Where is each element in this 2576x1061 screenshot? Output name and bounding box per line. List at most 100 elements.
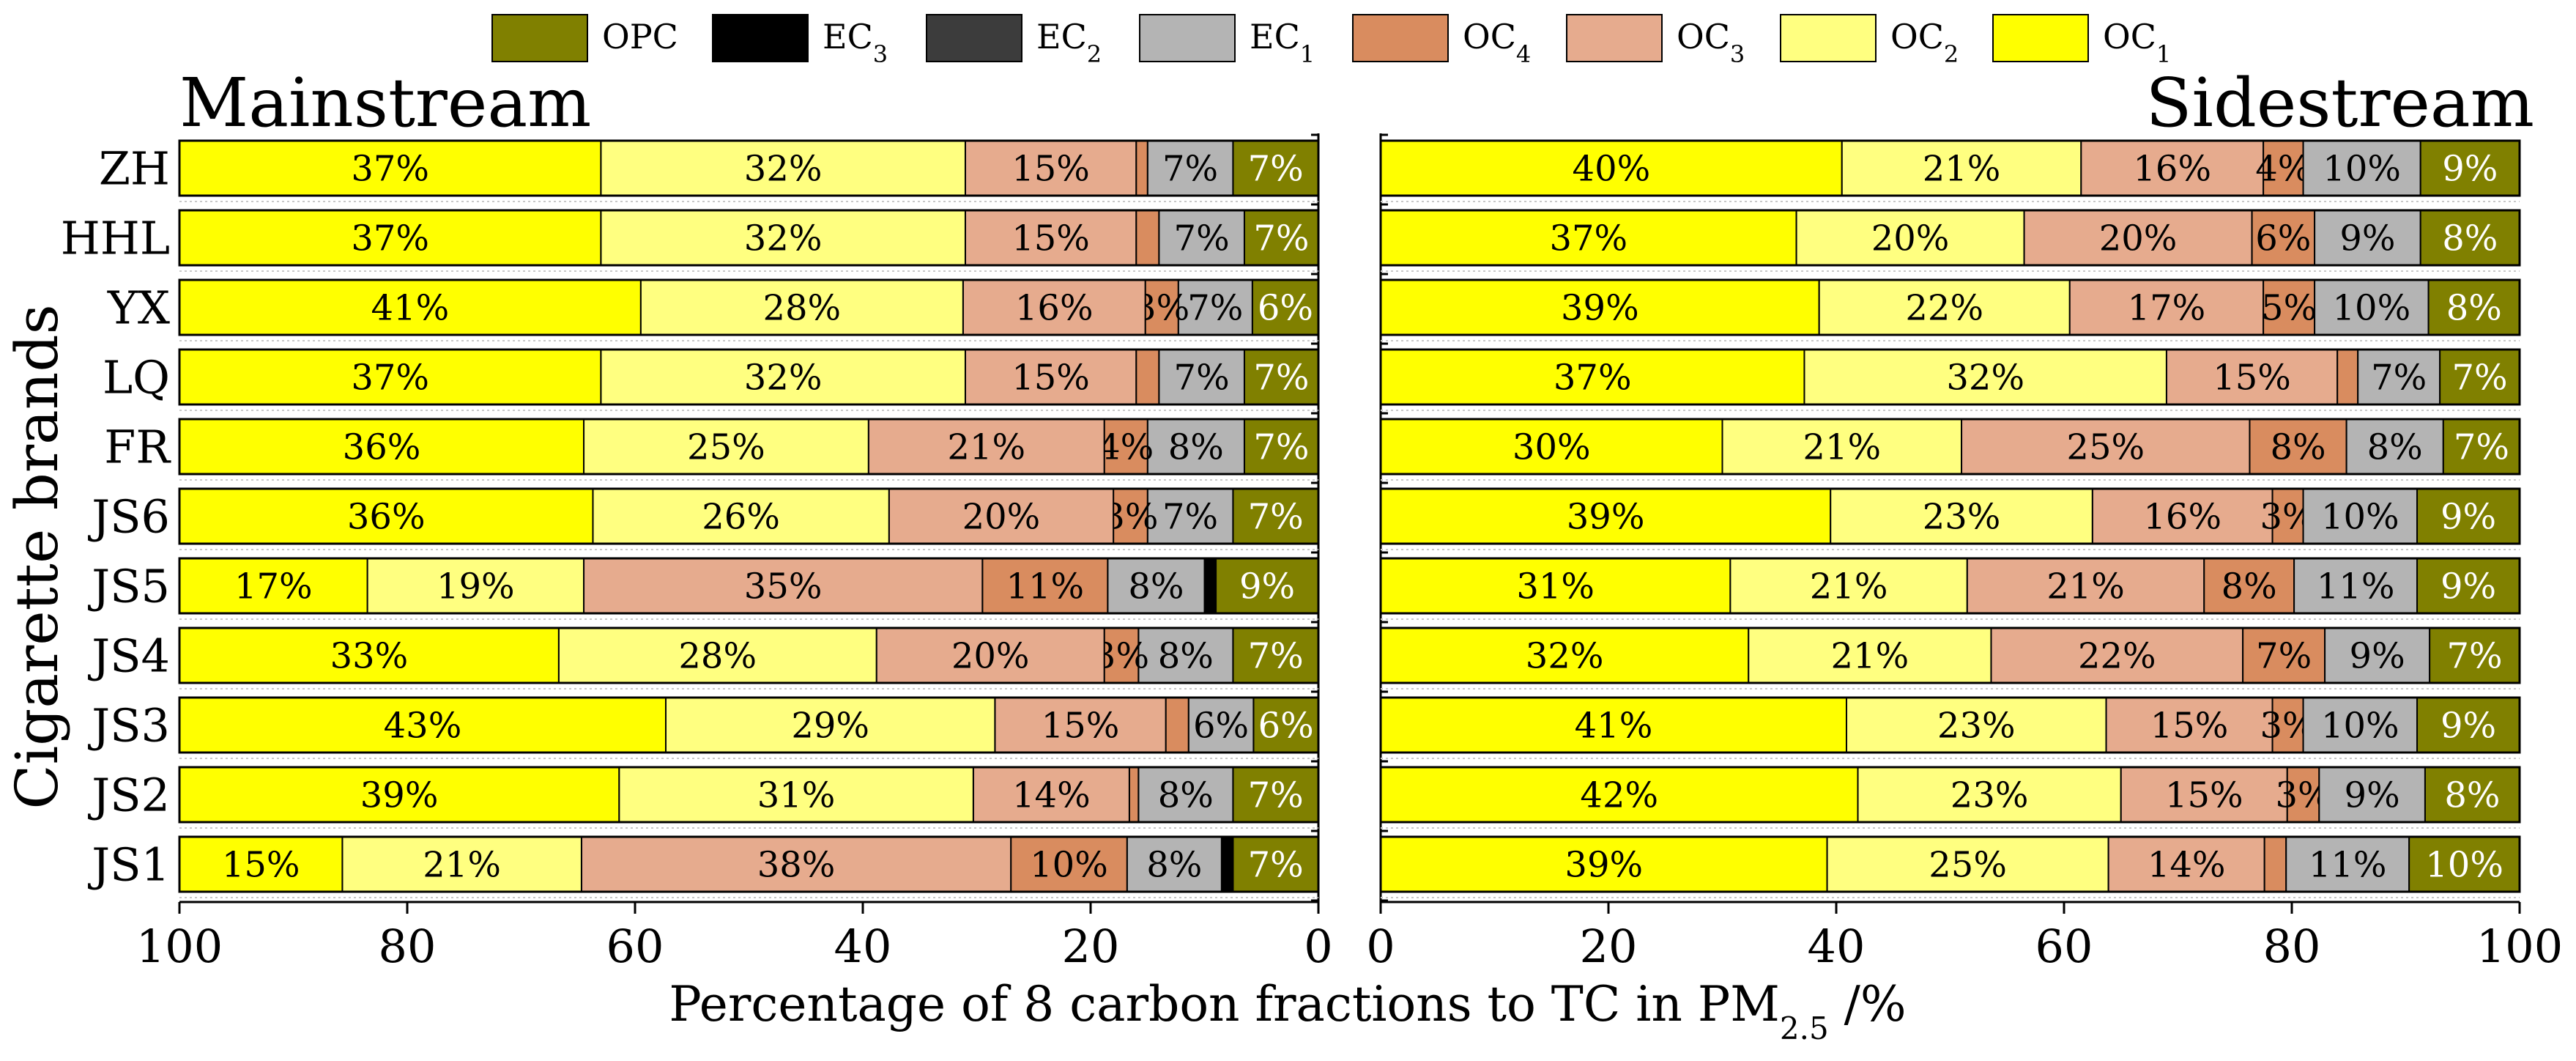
- bar-segment-label: 8%: [2444, 775, 2500, 816]
- bar-outline: [178, 139, 1320, 197]
- bar-segment-label: 19%: [437, 566, 515, 607]
- bar-outline: [1379, 209, 2521, 267]
- legend-label-oc1: OC1: [2103, 17, 2171, 68]
- bar-segment-oc2: [341, 836, 582, 892]
- bar-segment-label: 9%: [2440, 497, 2496, 538]
- panel-title-mainstream: Mainstream: [179, 64, 591, 142]
- bar-segment-opc: [2424, 766, 2521, 823]
- bar-segment-label: 14%: [1012, 775, 1091, 816]
- bar-outline: [178, 418, 1320, 476]
- bar-segment-label: 41%: [371, 288, 450, 329]
- bar-outline: [1379, 418, 2521, 476]
- bar-segment-ec1: [1177, 279, 1253, 336]
- bar-segment-label: 15%: [2165, 775, 2243, 816]
- bar-segment-ec1: [1158, 349, 1245, 405]
- x-tick-label: 20: [1580, 920, 1638, 973]
- bar-outline: [178, 766, 1320, 824]
- bar-segment-label: 23%: [1937, 706, 2016, 747]
- bar-segment-label: 21%: [1810, 566, 1888, 607]
- x-tick-label: 80: [379, 920, 437, 973]
- bar-segment-label: 8%: [2446, 288, 2502, 329]
- bar-segment-label: 9%: [2339, 218, 2395, 259]
- bar-segment-label: 20%: [951, 636, 1030, 677]
- bar-segment-oc4: [2242, 627, 2326, 684]
- bar-segment-label: 8%: [1158, 636, 1214, 677]
- bar-segment-label: 7%: [2371, 358, 2427, 399]
- bar-segment-oc3: [867, 418, 1105, 475]
- bar-segment-label: 8%: [1168, 427, 1224, 468]
- bar-segment-oc3: [2068, 279, 2265, 336]
- bar-segment-label: 9%: [2350, 636, 2405, 677]
- bar-segment-label: 43%: [384, 706, 462, 747]
- bar-segment-label: 6%: [2255, 218, 2311, 259]
- bar-segment-opc: [2419, 140, 2521, 196]
- bar-segment-oc4: [2263, 140, 2304, 196]
- bar-segment-label: 9%: [1239, 566, 1295, 607]
- bar-segment-oc4: [2203, 558, 2295, 614]
- bar-segment-ec1: [2318, 766, 2426, 823]
- bar-segment-label: 7%: [1253, 358, 1309, 399]
- bar-segment-label: 15%: [222, 845, 300, 886]
- bar-segment-label: 37%: [351, 358, 429, 399]
- bar-segment-label: 11%: [1006, 566, 1084, 607]
- bar-segment-oc1: [179, 349, 602, 405]
- bar-segment-label: 9%: [2345, 775, 2400, 816]
- bar-segment-oc3: [2105, 697, 2274, 753]
- bar-segment-oc3: [1990, 627, 2244, 684]
- bar-segment-label: 23%: [1950, 775, 2029, 816]
- bar-segment-label: 15%: [2213, 358, 2291, 399]
- x-tick-label: 60: [606, 920, 664, 973]
- bar-segment-label: 7%: [2446, 636, 2502, 677]
- bar-outline: [178, 278, 1320, 336]
- bar-segment-label: 39%: [1567, 497, 1645, 538]
- bar-segment-label: 11%: [2309, 845, 2387, 886]
- bar-segment-oc1: [179, 140, 602, 196]
- bar-segment-oc4: [1128, 766, 1140, 823]
- bar-segment-label: 32%: [744, 149, 823, 190]
- bar-segment-label: 8%: [1158, 775, 1214, 816]
- bar-segment-label: 28%: [762, 288, 841, 329]
- x-tick-label: 0: [1304, 920, 1332, 973]
- bar-segment-oc1: [179, 697, 667, 753]
- x-tick-label: 100: [2476, 920, 2563, 973]
- bar-segment-oc3: [964, 140, 1137, 196]
- legend-label-ec2: EC2: [1036, 17, 1102, 68]
- bar-segment-oc1: [179, 279, 642, 336]
- bar-segment-label: 30%: [1512, 427, 1591, 468]
- brand-label: LQ: [103, 351, 170, 404]
- bar-segment-ec1: [2293, 558, 2419, 614]
- bar-segment-label: 31%: [1516, 566, 1595, 607]
- bar-outline: [1379, 626, 2521, 684]
- bar-segment-label: 5%: [2261, 288, 2317, 329]
- bar-segment-label: 36%: [347, 497, 426, 538]
- bar-segment-label: 40%: [1573, 149, 1651, 190]
- bar-segment-ec1: [2302, 140, 2421, 196]
- bar-outline: [178, 209, 1320, 267]
- bar-segment-oc2: [1857, 766, 2122, 823]
- bar-segment-label: 20%: [962, 497, 1041, 538]
- bar-segment-oc4: [2251, 210, 2316, 266]
- panel-title-sidestream: Sidestream: [2146, 64, 2534, 142]
- bar-segment-label: 10%: [2321, 706, 2399, 747]
- x-tick-label: 80: [2263, 920, 2321, 973]
- brand-label: JS3: [87, 699, 170, 753]
- bar-segment-opc: [2442, 418, 2520, 475]
- bar-segment-label: 7%: [1248, 775, 1304, 816]
- x-tick-label: 60: [2035, 920, 2093, 973]
- bar-segment-opc: [2408, 836, 2521, 892]
- legend-label-oc3: OC3: [1677, 17, 1745, 68]
- legend-swatch-ec2: [926, 14, 1022, 62]
- bar-segment-label: 7%: [1248, 845, 1304, 886]
- bar-segment-label: 11%: [2317, 566, 2395, 607]
- bar-outline: [1379, 766, 2521, 824]
- bar-segment-label: 32%: [1526, 636, 1604, 677]
- bar-segment-ec3: [1220, 836, 1234, 892]
- bar-segment-label: 25%: [687, 427, 765, 468]
- bar-segment-oc4: [1135, 140, 1148, 196]
- bar-segment-label: 16%: [2143, 497, 2221, 538]
- legend-swatch-ec1: [1139, 14, 1236, 62]
- bar-segment-label: 7%: [2454, 427, 2509, 468]
- bar-segment-oc4: [2271, 697, 2304, 753]
- bar-segment-label: 14%: [2148, 845, 2226, 886]
